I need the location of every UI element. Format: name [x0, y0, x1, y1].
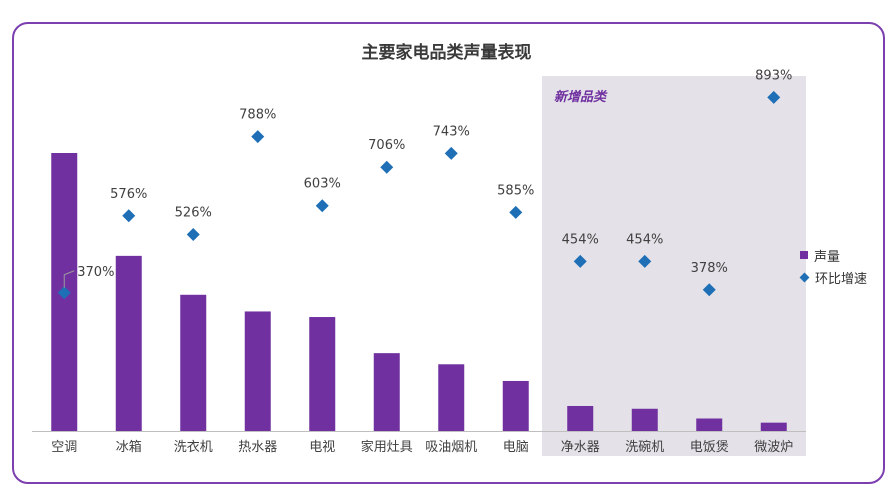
legend-label-growth: 环比增速	[815, 271, 868, 287]
growth-marker	[702, 283, 716, 297]
chart-title: 主要家电品类声量表现	[361, 43, 532, 63]
growth-data-label: 743%	[433, 124, 470, 139]
growth-data-label: 454%	[562, 232, 599, 247]
bar	[502, 380, 529, 431]
x-tick-label: 微波炉	[754, 440, 793, 455]
legend-item-growth: 环比增速	[799, 266, 868, 288]
bar	[309, 317, 336, 431]
growth-marker	[315, 199, 329, 213]
x-tick-label: 家用灶具	[361, 439, 413, 455]
legend-diamond-marker	[799, 272, 810, 282]
growth-data-label: 893%	[755, 68, 792, 83]
growth-marker	[444, 146, 458, 160]
growth-data-label: 370%	[77, 265, 114, 280]
growth-data-label: 454%	[626, 232, 663, 247]
bar	[760, 422, 787, 431]
growth-marker	[122, 209, 136, 223]
x-tick-label: 热水器	[238, 440, 277, 455]
bar	[244, 311, 271, 431]
bar	[115, 255, 142, 431]
bar	[438, 364, 465, 431]
growth-marker	[767, 90, 781, 104]
bar	[567, 405, 594, 431]
growth-marker	[57, 286, 71, 300]
growth-data-label: 585%	[497, 183, 534, 198]
bar	[373, 353, 400, 431]
bar	[180, 294, 207, 431]
x-tick-label: 冰箱	[116, 439, 142, 455]
growth-marker	[573, 254, 587, 268]
growth-marker	[380, 160, 394, 174]
growth-marker	[251, 130, 265, 144]
growth-data-label: 576%	[110, 187, 147, 202]
x-tick-label: 电脑	[503, 440, 529, 455]
bar	[631, 408, 658, 431]
growth-data-label: 526%	[175, 205, 212, 220]
legend-item-volume: 声量	[800, 244, 867, 266]
growth-data-label: 378%	[691, 261, 728, 276]
growth-marker	[509, 205, 523, 219]
highlight-region	[542, 76, 806, 456]
bar	[696, 418, 723, 431]
x-tick-label: 净水器	[561, 440, 600, 455]
x-tick-label: 空调	[51, 440, 77, 455]
legend-label-volume: 声量	[814, 249, 841, 265]
highlight-annotation: 新增品类	[554, 89, 608, 105]
growth-data-label: 788%	[239, 108, 276, 123]
growth-data-label: 706%	[368, 138, 405, 153]
x-tick-label: 洗碗机	[625, 439, 664, 455]
legend-bar-swatch	[800, 251, 808, 259]
growth-marker	[186, 227, 200, 241]
growth-marker	[638, 254, 652, 268]
x-tick-label: 电饭煲	[690, 439, 729, 455]
x-tick-label: 吸油烟机	[425, 440, 477, 455]
growth-data-label: 603%	[304, 177, 341, 192]
legend: 声量 环比增速	[799, 244, 868, 288]
x-tick-label: 电视	[309, 440, 335, 455]
label-leader-line	[63, 270, 75, 288]
x-tick-label: 洗衣机	[174, 439, 213, 455]
